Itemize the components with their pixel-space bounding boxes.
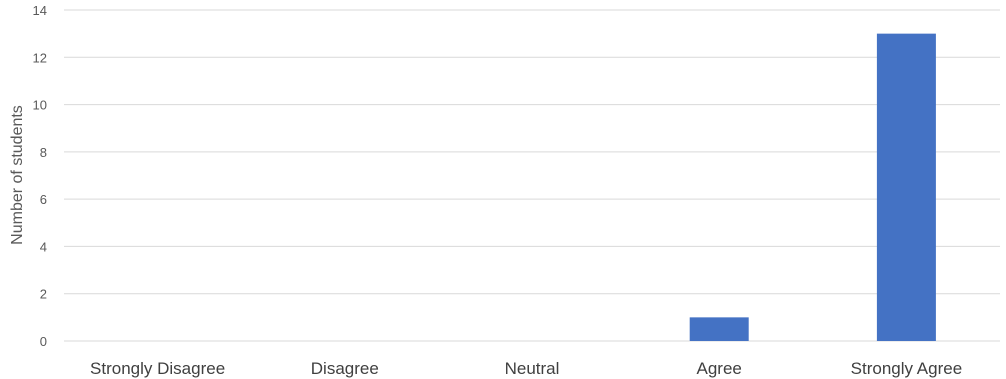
gridlines	[64, 9, 1000, 342]
y-tick-label: 8	[40, 145, 47, 160]
y-tick-label: 10	[33, 98, 47, 113]
y-tick-label: 0	[40, 334, 47, 349]
x-category-label: Agree	[697, 359, 742, 378]
y-axis-ticks: 0 2 4 6 8 10 12 14	[33, 3, 47, 349]
bar	[689, 317, 749, 341]
y-tick-label: 2	[40, 287, 47, 302]
x-category-label: Strongly Disagree	[90, 359, 225, 378]
y-tick-label: 14	[33, 3, 47, 18]
x-category-label: Disagree	[311, 359, 379, 378]
bars	[689, 33, 936, 342]
x-category-label: Strongly Agree	[851, 359, 963, 378]
bar	[876, 33, 936, 342]
x-category-label: Neutral	[505, 359, 560, 378]
x-axis-categories: Strongly Disagree Disagree Neutral Agree Str…	[90, 359, 962, 378]
y-axis-title: Number of students	[9, 105, 26, 245]
y-tick-label: 4	[40, 239, 47, 254]
y-tick-label: 12	[33, 50, 47, 65]
y-tick-label: 6	[40, 192, 47, 207]
